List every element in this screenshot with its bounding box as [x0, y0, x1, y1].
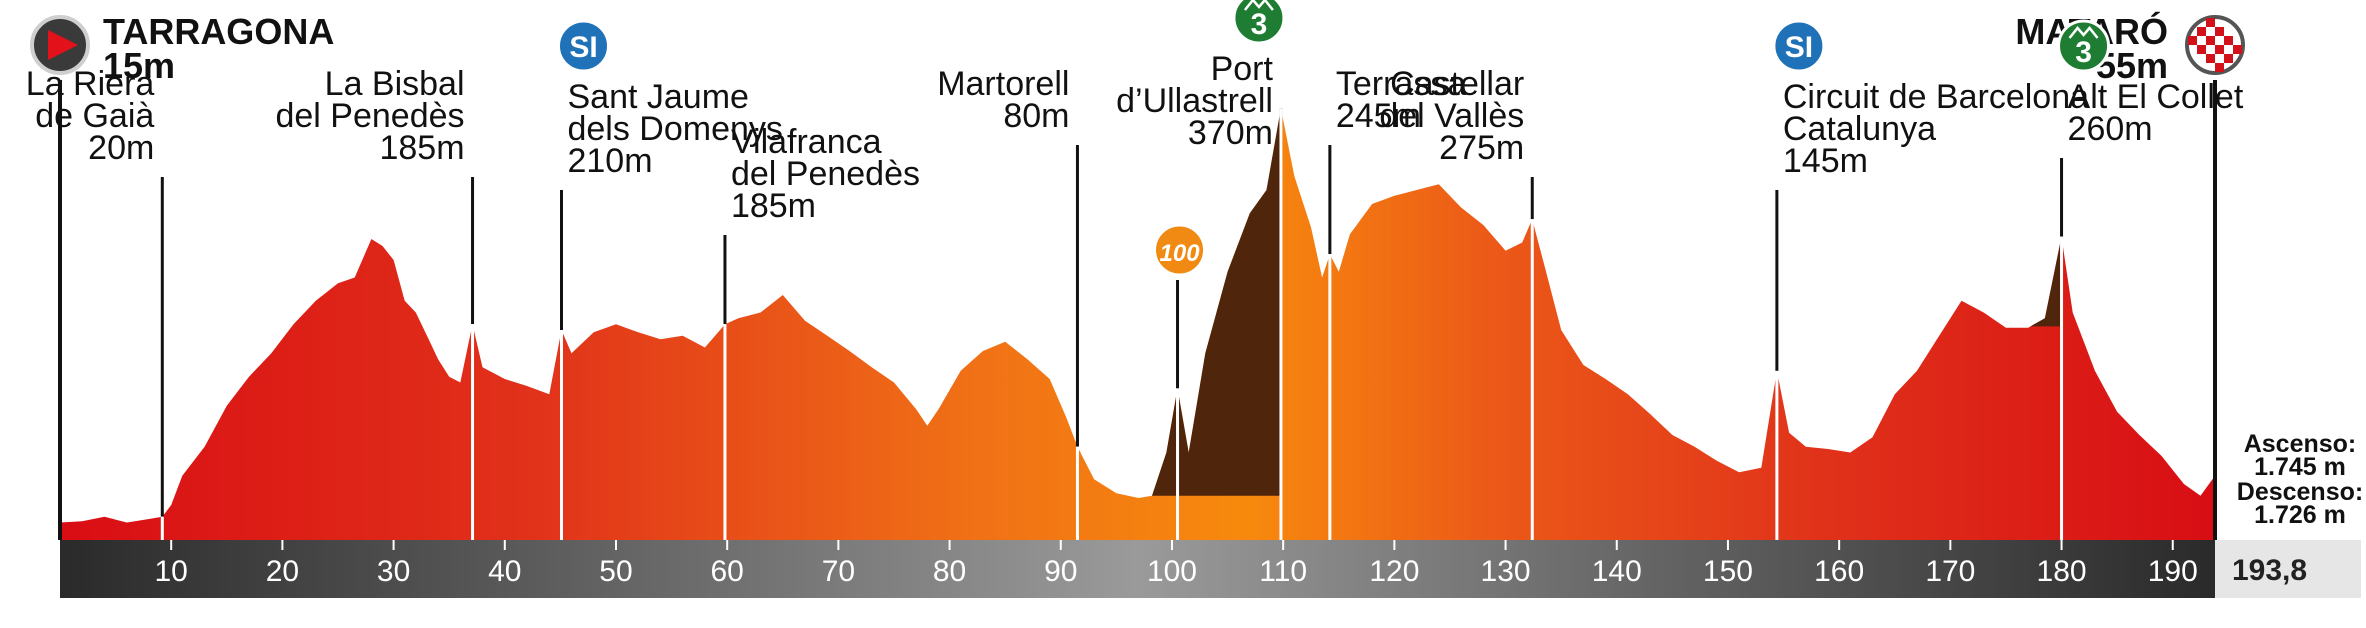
waypoint-label-8-0: Castellar	[1390, 65, 1524, 103]
climb-shading-0	[1152, 108, 1281, 496]
checker-square	[2188, 36, 2197, 45]
badge-text-10: 3	[2075, 36, 2092, 69]
climb-shading-group	[1152, 108, 2062, 496]
waypoint-label-2-0: Sant Jaume	[567, 78, 748, 116]
waypoint-label-9-0: Circuit de Barcelona	[1783, 78, 2089, 116]
waypoint-markers	[160, 108, 2064, 540]
x-tick-label-13: 140	[1592, 555, 1642, 588]
waypoint-label-4-1: 80m	[1003, 97, 1069, 135]
x-tick-label-9: 100	[1147, 555, 1197, 588]
checker-square	[2233, 45, 2242, 54]
x-tick-label-12: 130	[1481, 555, 1531, 588]
checker-square	[2197, 45, 2206, 54]
waypoint-label-8-1: del Vallès	[1379, 97, 1524, 135]
start-altitude: 15m	[103, 45, 175, 86]
x-axis-bar	[60, 540, 2215, 598]
mountain-cat3-icon	[1232, 0, 1286, 45]
x-axis-ticks: 10 20 30 40 50 60 70 80 90 100 110 120 130 140 150 160 1…	[155, 540, 2198, 588]
ascent-label: Ascenso:	[2244, 430, 2357, 458]
waypoint-label-9-1: Catalunya	[1783, 110, 1936, 148]
start-marker: TARRAGONA 15m	[30, 11, 334, 86]
checker-square	[2224, 36, 2233, 45]
waypoint-label-7-0: Terrassa	[1336, 65, 1466, 103]
badge-text-5: 100	[1160, 240, 1201, 267]
waypoint-label-10-1: 260m	[2068, 110, 2153, 148]
mountain-cat3-icon	[2057, 19, 2111, 73]
waypoint-label-8-2: 275m	[1439, 129, 1524, 167]
x-tick-label-8: 90	[1044, 555, 1077, 588]
checker-square	[2197, 27, 2206, 36]
badge-text-6: 3	[1251, 8, 1268, 41]
ascent-value: 1.745 m	[2254, 453, 2346, 481]
km100-badge-icon	[1153, 223, 1207, 277]
badge-text-9: SI	[1785, 31, 1813, 64]
total-distance: 193,8	[2232, 554, 2307, 587]
x-tick-label-7: 80	[933, 555, 966, 588]
profile-area-group	[60, 108, 2215, 541]
x-tick-label-2: 30	[377, 555, 410, 588]
waypoint-label-0-2: 20m	[88, 129, 154, 167]
x-tick-label-1: 20	[266, 555, 299, 588]
x-tick-label-14: 150	[1703, 555, 1753, 588]
waypoint-label-1-0: La Bisbal	[325, 65, 465, 103]
waypoint-label-2-1: dels Domenys	[567, 110, 782, 148]
waypoint-label-1-1: del Penedès	[275, 97, 464, 135]
waypoint-label-0-1: de Gaià	[35, 97, 154, 135]
x-tick-label-0: 10	[155, 555, 188, 588]
waypoint-label-10-0: Alt El Collet	[2068, 78, 2244, 116]
waypoint-label-4-0: Martorell	[937, 65, 1069, 103]
waypoint-label-7-1: 245m	[1336, 97, 1421, 135]
x-tick-label-6: 70	[822, 555, 855, 588]
waypoint-label-3-0: Vilafranca	[731, 123, 882, 161]
x-tick-label-18: 190	[2148, 555, 2198, 588]
start-arrow-icon	[48, 30, 78, 60]
checker-square	[2224, 54, 2233, 63]
finish-marker: MATARÓ 55m	[2015, 10, 2245, 86]
x-axis: 10 20 30 40 50 60 70 80 90 100 110 120 130 140 150 160 1…	[60, 540, 2215, 598]
waypoint-label-3-2: 185m	[731, 187, 816, 225]
waypoint-label-6-2: 370m	[1188, 114, 1273, 152]
checkered-flag-icon	[2188, 18, 2242, 72]
waypoint-label-6-0: Port	[1211, 50, 1274, 88]
x-tick-label-5: 60	[710, 555, 743, 588]
x-tick-label-16: 170	[1925, 555, 1975, 588]
sprint-badge-icon	[556, 19, 610, 73]
mountain-peaks-icon	[1243, 0, 1274, 11]
checker-square	[2215, 27, 2224, 36]
x-tick-label-10: 110	[1259, 555, 1307, 588]
waypoint-label-1-2: 185m	[379, 129, 464, 167]
x-tick-label-11: 120	[1369, 555, 1419, 588]
x-tick-label-4: 50	[599, 555, 632, 588]
waypoint-label-0-0: La Riera	[26, 65, 155, 103]
checker-square	[2206, 36, 2215, 45]
checker-square	[2215, 63, 2224, 72]
checker-square	[2206, 54, 2215, 63]
badge-text-2: SI	[569, 31, 597, 64]
waypoint-label-3-1: del Penedès	[731, 155, 920, 193]
checker-square	[2206, 18, 2215, 27]
climb-shading-1	[2030, 236, 2062, 327]
x-tick-label-17: 180	[2037, 555, 2087, 588]
start-name: TARRAGONA	[103, 11, 334, 52]
waypoint-label-2-2: 210m	[567, 142, 652, 180]
mountain-peaks-icon	[2068, 26, 2099, 39]
sprint-badge-icon	[1772, 19, 1826, 73]
waypoint-label-6-1: d’Ullastrell	[1116, 82, 1273, 120]
x-tick-label-3: 40	[488, 555, 521, 588]
total-distance-box	[2215, 540, 2361, 598]
x-tick-label-15: 160	[1814, 555, 1864, 588]
checker-square	[2215, 45, 2224, 54]
descent-value: 1.726 m	[2254, 501, 2346, 529]
elevation-area	[60, 108, 2215, 541]
stats-panel: Ascenso: 1.745 m Descenso: 1.726 m 193,8	[2215, 430, 2363, 598]
waypoint-label-9-2: 145m	[1783, 142, 1868, 180]
descent-label: Descenso:	[2237, 478, 2363, 506]
